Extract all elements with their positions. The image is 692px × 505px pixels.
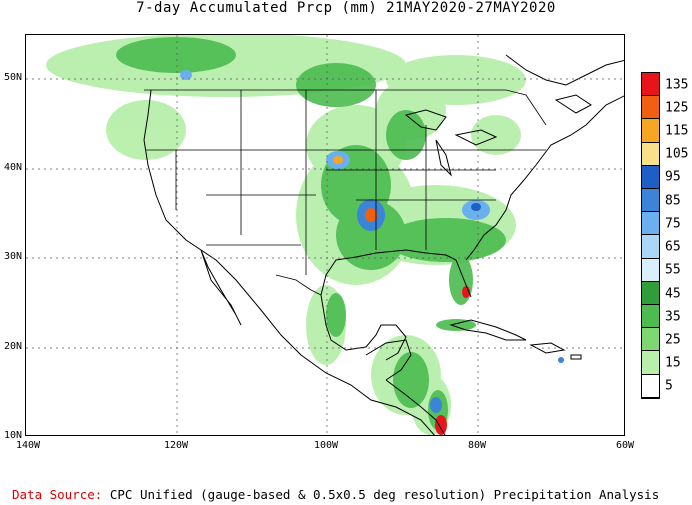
lat-label-40n: 40N — [3, 162, 22, 173]
legend-swatch — [642, 96, 659, 120]
legend-label: 15 — [665, 355, 681, 371]
data-source-label: Data Source: — [12, 487, 103, 502]
precip-moderate-layer — [116, 37, 506, 430]
legend-label: 75 — [665, 216, 681, 232]
legend-label: 65 — [665, 239, 681, 255]
lat-label-20n: 20N — [3, 341, 22, 352]
data-source-footer: Data Source: CPC Unified (gauge-based & … — [12, 487, 659, 502]
lat-label-50n: 50N — [3, 72, 22, 83]
precipitation-map[interactable] — [25, 34, 625, 436]
legend-label: 45 — [665, 286, 681, 302]
legend-swatch — [642, 281, 659, 306]
legend-swatch — [642, 235, 659, 259]
lon-label-120w: 120W — [163, 440, 189, 451]
precipitation-legend — [641, 72, 660, 399]
legend-swatch — [642, 73, 659, 97]
coastline-layer — [143, 54, 624, 435]
map-canvas — [26, 35, 624, 435]
lon-label-60w: 60W — [615, 440, 635, 451]
legend-label: 85 — [665, 193, 681, 209]
legend-label: 25 — [665, 332, 681, 348]
lon-label-140w: 140W — [15, 440, 41, 451]
legend-label: 125 — [665, 100, 689, 116]
legend-label: 95 — [665, 169, 681, 185]
legend-label: 5 — [665, 378, 673, 394]
lon-label-80w: 80W — [467, 440, 487, 451]
lat-label-10n: 10N — [3, 430, 22, 441]
graticule — [26, 35, 624, 435]
legend-swatch — [642, 351, 659, 375]
lat-label-30n: 30N — [3, 251, 22, 262]
legend-swatch — [642, 212, 659, 236]
legend-swatch — [642, 189, 659, 213]
legend-swatch — [642, 142, 659, 166]
legend-swatch — [642, 374, 659, 398]
legend-label: 55 — [665, 262, 681, 278]
legend-swatch — [642, 328, 659, 352]
legend-swatch — [642, 258, 659, 282]
border-layer — [144, 89, 547, 296]
map-title: 7-day Accumulated Prcp (mm) 21MAY2020-27… — [136, 0, 556, 16]
legend-label: 115 — [665, 123, 689, 139]
precip-heavy-layer — [180, 70, 564, 435]
legend-label: 35 — [665, 309, 681, 325]
legend-label: 135 — [665, 77, 689, 93]
legend-swatch — [642, 165, 659, 190]
data-source-text: CPC Unified (gauge-based & 0.5x0.5 deg r… — [109, 487, 660, 502]
legend-label: 105 — [665, 146, 689, 162]
legend-swatch — [642, 119, 659, 143]
lon-label-100w: 100W — [313, 440, 339, 451]
legend-swatch — [642, 305, 659, 329]
